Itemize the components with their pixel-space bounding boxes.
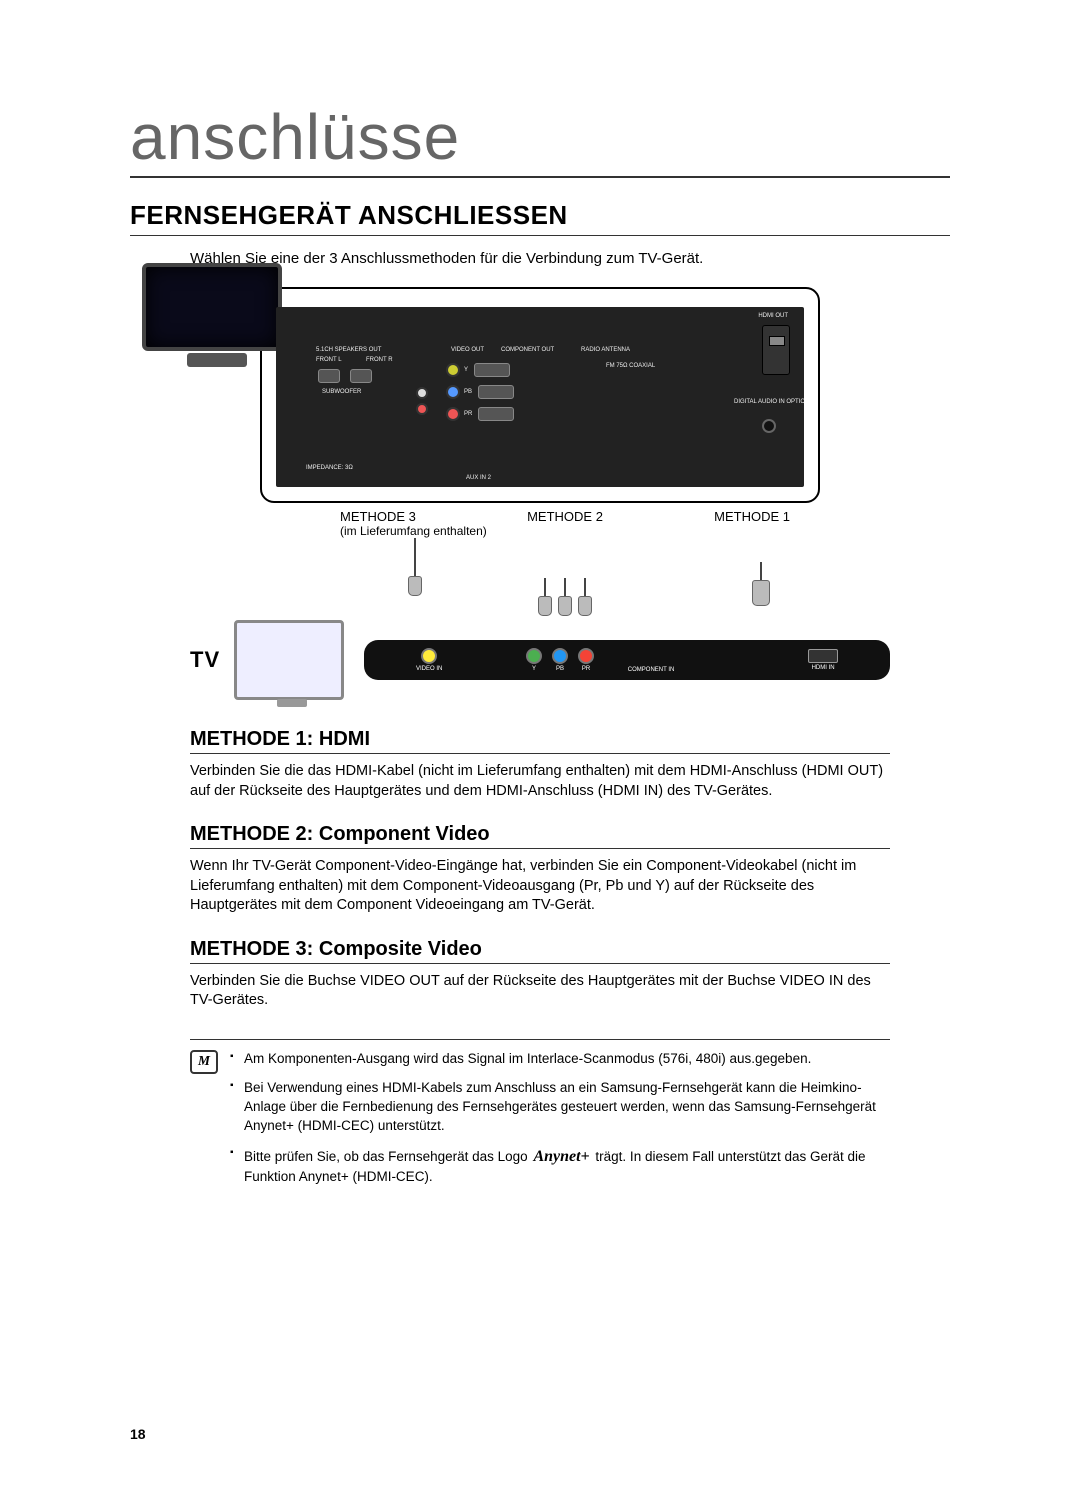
hdmi-out-label: HDMI OUT xyxy=(758,313,788,319)
video-out-label: VIDEO OUT xyxy=(451,347,484,353)
method-3-subtext: (im Lieferumfang enthalten) xyxy=(340,524,490,538)
digital-audio-in-label: DIGITAL AUDIO IN OPTICAL xyxy=(734,399,794,405)
method-2-tag: METHODE 2 xyxy=(490,509,640,524)
aux-in-2-label: AUX IN 2 xyxy=(466,475,491,481)
chapter-title: anschlüsse xyxy=(130,100,950,178)
page-number: 18 xyxy=(130,1426,146,1442)
notes-block: M Am Komponenten-Ausgang wird das Signal… xyxy=(190,1039,890,1197)
impedance-label: IMPEDANCE: 3Ω xyxy=(306,465,366,471)
front-r-label: FRONT R xyxy=(366,357,393,363)
note-item: Bitte prüfen Sie, ob das Fernsehgerät da… xyxy=(230,1146,890,1187)
method-1-tag: METHODE 1 xyxy=(640,509,790,524)
method-3-tag: METHODE 3 xyxy=(340,509,490,524)
note-item: Bei Verwendung eines HDMI-Kabels zum Ans… xyxy=(230,1079,890,1136)
method-labels-row: METHODE 3 (im Lieferumfang enthalten) ME… xyxy=(260,509,820,616)
method-1-heading: METHODE 1: HDMI xyxy=(190,728,890,754)
subwoofer-label: SUBWOOFER xyxy=(322,389,361,395)
intro-text: Wählen Sie eine der 3 Anschlussmethoden … xyxy=(190,250,890,267)
component-in-label: COMPONENT IN xyxy=(628,667,675,673)
connection-diagram: HDMI OUT DIGITAL AUDIO IN OPTICAL 5.1CH … xyxy=(190,287,890,700)
fm-75-label: FM 75Ω COAXIAL xyxy=(606,363,646,369)
notes-list: Am Komponenten-Ausgang wird das Signal i… xyxy=(230,1050,890,1197)
tv-label: TV xyxy=(190,647,220,673)
device-back-panel: HDMI OUT DIGITAL AUDIO IN OPTICAL 5.1CH … xyxy=(276,307,804,487)
hdmi-in-label: HDMI IN xyxy=(812,665,835,671)
tv-input-row: TV VIDEO IN Y PB PR COMPONENT IN HDMI IN xyxy=(190,620,890,700)
video-in-label: VIDEO IN xyxy=(416,666,442,672)
method-3-heading: METHODE 3: Composite Video xyxy=(190,938,890,964)
anynet-logo: Anynet+ xyxy=(533,1148,589,1165)
speakers-out-label: 5.1CH SPEAKERS OUT xyxy=(316,347,381,353)
tv-port-strip: VIDEO IN Y PB PR COMPONENT IN HDMI IN xyxy=(364,640,890,680)
note-icon: M xyxy=(190,1050,218,1074)
section-title: FERNSEHGERÄT ANSCHLIESSEN xyxy=(130,200,950,236)
method-1-text: Verbinden Sie die das HDMI-Kabel (nicht … xyxy=(190,762,890,801)
note-item: Am Komponenten-Ausgang wird das Signal i… xyxy=(230,1050,890,1069)
front-l-label: FRONT L xyxy=(316,357,342,363)
tv-front-illustration xyxy=(234,620,344,700)
tv-rear-illustration xyxy=(142,263,292,373)
device-back-panel-frame: HDMI OUT DIGITAL AUDIO IN OPTICAL 5.1CH … xyxy=(260,287,820,503)
component-out-label: COMPONENT OUT xyxy=(501,347,554,353)
method-2-text: Wenn Ihr TV-Gerät Component-Video-Eingän… xyxy=(190,857,890,916)
method-2-heading: METHODE 2: Component Video xyxy=(190,823,890,849)
radio-antenna-label: RADIO ANTENNA xyxy=(581,347,630,353)
method-3-text: Verbinden Sie die Buchse VIDEO OUT auf d… xyxy=(190,972,890,1011)
